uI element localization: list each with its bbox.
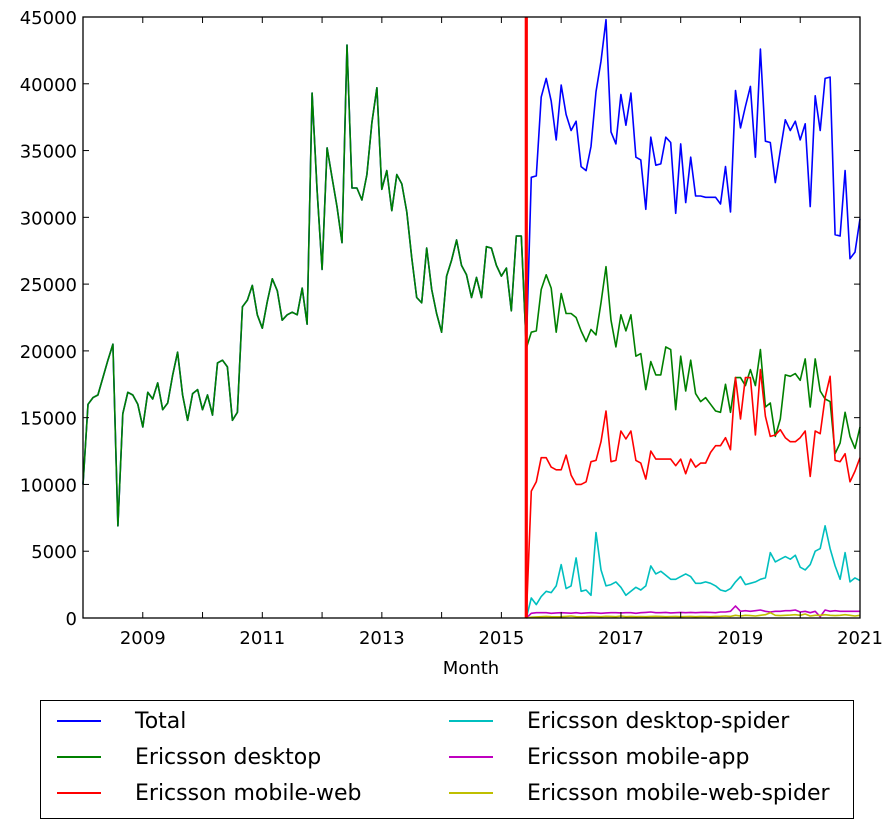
y-tick-label: 20000 <box>20 342 77 363</box>
y-tick-label: 0 <box>66 609 77 630</box>
legend-item: Ericsson mobile-web-spider <box>449 775 830 811</box>
line-chart: 0 5000 10000 15000 20000 25000 30000 35000 40000… <box>20 8 883 679</box>
x-tick-label: 2015 <box>478 628 524 649</box>
legend-item: Total <box>57 703 186 739</box>
series-line-ericsson-mobile-web <box>525 368 861 619</box>
x-axis: 2009 2011 2013 2015 2017 2019 2021 <box>120 17 883 649</box>
x-tick-label: 2011 <box>239 628 285 649</box>
legend-swatch <box>449 756 493 758</box>
y-tick-label: 35000 <box>20 142 77 163</box>
y-tick-label: 5000 <box>31 542 77 563</box>
legend-item: Ericsson mobile-web <box>57 775 362 811</box>
y-tick-label: 45000 <box>20 8 77 29</box>
legend-swatch <box>57 792 101 794</box>
y-tick-label: 40000 <box>20 75 77 96</box>
legend-label: Ericsson desktop-spider <box>527 708 790 734</box>
legend-label: Ericsson mobile-web <box>135 780 362 806</box>
legend-label: Ericsson mobile-app <box>527 744 750 770</box>
series-line-ericsson-mobile-web-spider <box>526 611 861 619</box>
legend-item: Ericsson desktop-spider <box>449 703 789 739</box>
legend-swatch <box>449 792 493 794</box>
series-line-ericsson-desktop <box>82 44 861 527</box>
y-tick-label: 15000 <box>20 409 77 430</box>
y-axis: 0 5000 10000 15000 20000 25000 30000 35000 40000… <box>20 8 860 630</box>
series-layer <box>82 18 861 619</box>
plot-frame <box>82 16 861 619</box>
series-line-ericsson-desktop-spider <box>525 524 861 619</box>
y-tick-label: 25000 <box>20 275 77 296</box>
legend: Total Ericsson desktop Ericsson mobile-web… <box>40 700 854 819</box>
plot-area <box>83 17 860 618</box>
x-tick-label: 2019 <box>718 628 764 649</box>
x-tick-label: 2017 <box>598 628 644 649</box>
legend-item: Ericsson desktop <box>57 739 321 775</box>
legend-item: Ericsson mobile-app <box>449 739 749 775</box>
legend-swatch <box>449 720 493 722</box>
x-tick-label: 2013 <box>359 628 405 649</box>
x-tick-label: 2009 <box>120 628 166 649</box>
legend-label: Ericsson desktop <box>135 744 322 770</box>
x-axis-label: Month <box>443 658 499 679</box>
series-line-ericsson-mobile-app <box>525 605 860 619</box>
x-tick-label: 2021 <box>837 628 883 649</box>
legend-label: Total <box>135 708 187 734</box>
y-tick-label: 30000 <box>20 208 77 229</box>
legend-swatch <box>57 720 101 722</box>
y-tick-label: 10000 <box>20 475 77 496</box>
legend-label: Ericsson mobile-web-spider <box>527 780 830 806</box>
legend-swatch <box>57 756 101 758</box>
